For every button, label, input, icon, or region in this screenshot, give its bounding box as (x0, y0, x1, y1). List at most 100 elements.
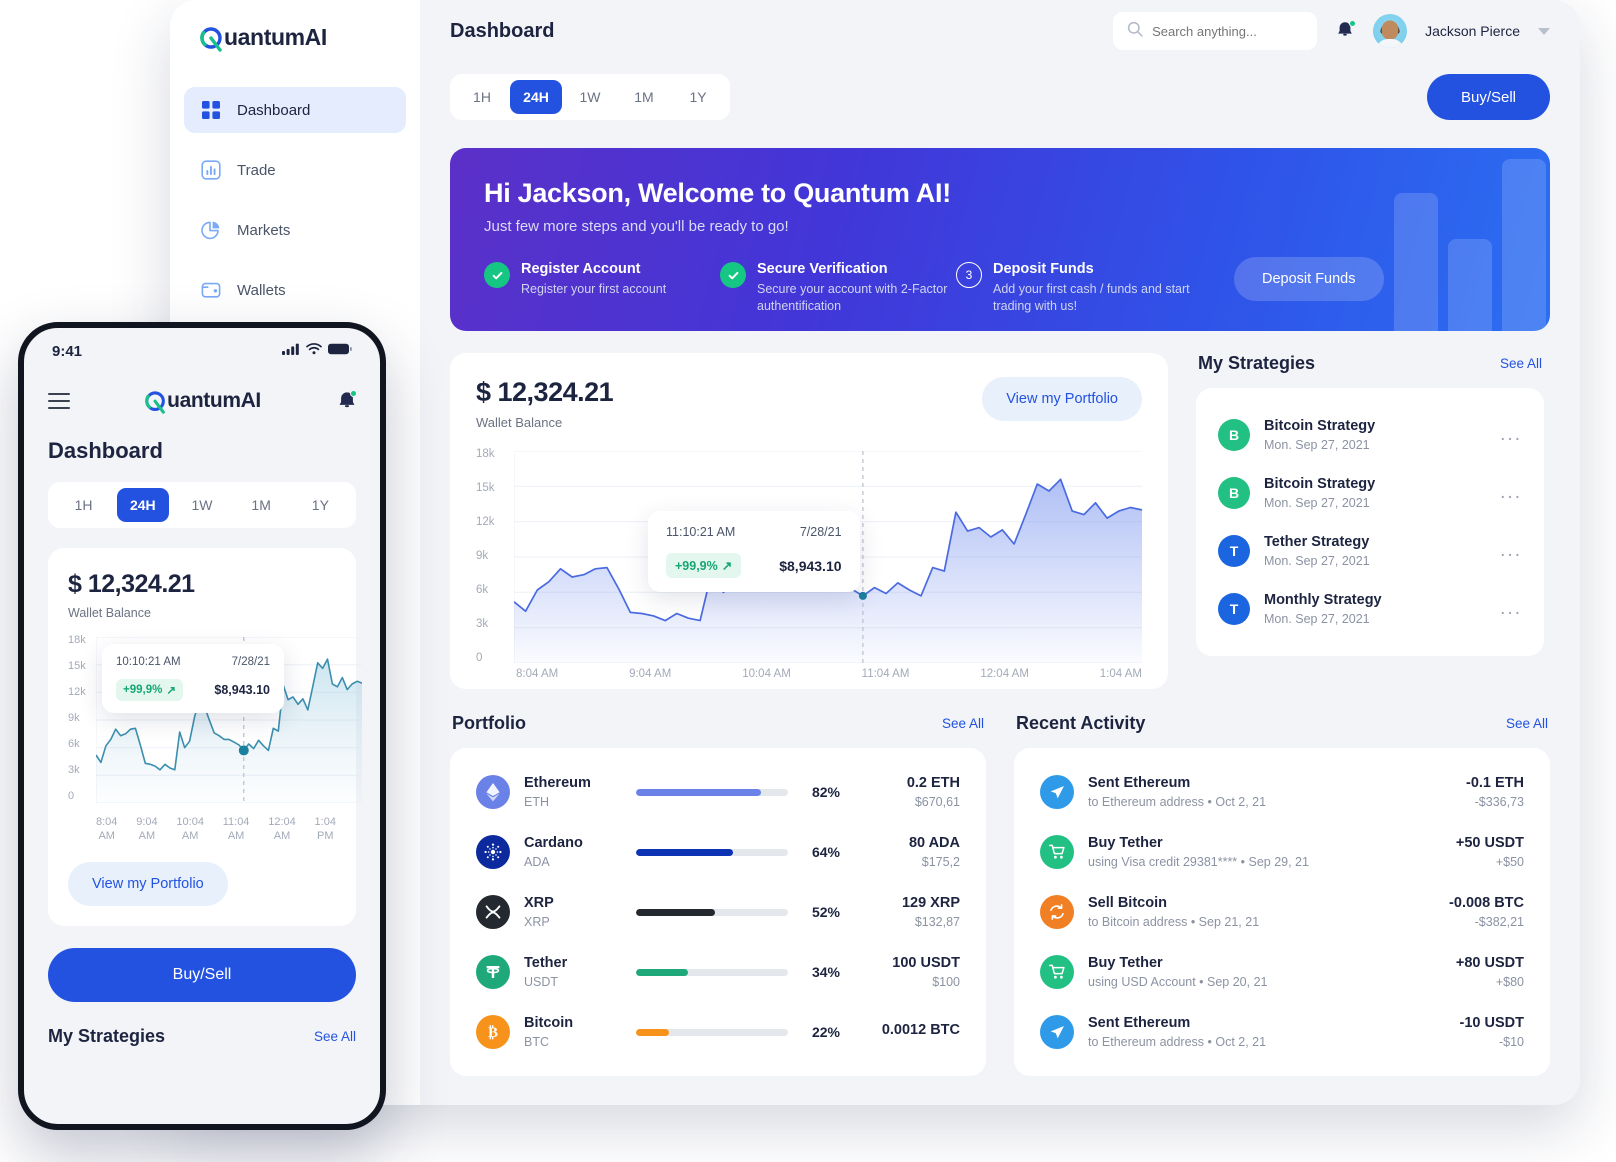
sidebar-item-markets[interactable]: Markets (184, 207, 406, 253)
step-title: Secure Verification (757, 261, 888, 277)
menu-icon[interactable] (48, 388, 70, 414)
y-tick: 9k (476, 550, 489, 562)
sidebar-item-wallets[interactable]: Wallets (184, 267, 406, 313)
table-row[interactable]: ₿ Bitcoin BTC 22% 0.0012 BTC (476, 1002, 960, 1062)
activity-amount-crypto: +80 USDT (1455, 955, 1524, 971)
strategy-badge: B (1218, 419, 1250, 451)
progress-fill (636, 908, 716, 916)
x-tick: 9:04 AM (629, 668, 672, 680)
sidebar-item-dashboard[interactable]: Dashboard (184, 87, 406, 133)
mobile-buy-sell-button[interactable]: Buy/Sell (48, 947, 356, 1002)
x-tick: 12:04 AM (268, 816, 296, 842)
tooltip-date: 7/28/21 (231, 656, 270, 668)
mobile-range-1m[interactable]: 1M (235, 488, 287, 522)
wifi-icon (306, 342, 322, 360)
tooltip-time: 11:10:21 AM (666, 525, 736, 539)
activity-label: Sent Ethereum to Ethereum address • Oct … (1088, 1015, 1266, 1049)
svg-text:₿: ₿ (488, 1025, 498, 1041)
mobile-strategies-title: My Strategies (48, 1025, 166, 1046)
mobile-range-1h[interactable]: 1H (58, 488, 110, 522)
range-toolbar: 1H 24H 1W 1M 1Y Buy/Sell (420, 62, 1580, 120)
strategy-badge: B (1218, 477, 1250, 509)
list-item[interactable]: B Bitcoin Strategy Mon. Sep 27, 2021 ... (1218, 406, 1522, 464)
activity-amount: -0.1 ETH -$336,73 (1466, 775, 1524, 809)
ethereum-icon (476, 775, 510, 809)
mobile-range-1y[interactable]: 1Y (294, 488, 346, 522)
activity-see-all[interactable]: See All (1505, 716, 1548, 731)
list-item[interactable]: Buy Tether using Visa credit 29381**** •… (1040, 822, 1524, 882)
notifications-bell-icon[interactable] (1335, 20, 1357, 42)
coin-percent: 52% (811, 904, 840, 920)
chevron-down-icon[interactable] (1538, 27, 1550, 35)
sidebar-item-trade[interactable]: Trade (184, 147, 406, 193)
range-1w[interactable]: 1W (564, 80, 616, 114)
list-item[interactable]: B Bitcoin Strategy Mon. Sep 27, 2021 ... (1218, 464, 1522, 522)
mobile-balance-value: $ 12,324.21 (68, 570, 195, 598)
list-item[interactable]: Buy Tether using USD Account • Sep 20, 2… (1040, 942, 1524, 1002)
search-icon (1127, 21, 1143, 42)
strategy-date: Mon. Sep 27, 2021 (1264, 554, 1370, 568)
range-1y[interactable]: 1Y (672, 80, 724, 114)
coin-label: Cardano ADA (524, 835, 636, 869)
notifications-bell-icon[interactable] (336, 390, 357, 412)
range-selector: 1H 24H 1W 1M 1Y (450, 74, 730, 120)
y-tick: 6k (68, 738, 80, 750)
bar-chart-icon (201, 160, 221, 180)
x-tick: 12:04 AM (980, 668, 1029, 680)
table-row[interactable]: Tether USDT 34% 100 USDT $100 (476, 942, 960, 1002)
search-box[interactable] (1113, 12, 1318, 50)
more-options-icon[interactable]: ... (1500, 598, 1522, 619)
more-options-icon[interactable]: ... (1500, 424, 1522, 445)
range-1m[interactable]: 1M (618, 80, 670, 114)
x-tick: 8:04 AM (96, 816, 118, 842)
status-time: 9:41 (52, 342, 83, 360)
progress-bar (636, 1028, 788, 1036)
range-24h[interactable]: 24H (510, 80, 562, 114)
more-options-icon[interactable]: ... (1500, 482, 1522, 503)
range-1h[interactable]: 1H (456, 80, 508, 114)
avatar[interactable] (1373, 14, 1408, 48)
mobile-view-my-portfolio-button[interactable]: View my Portfolio (68, 861, 228, 906)
step-register-account: Register Account Register your first acc… (484, 261, 720, 298)
avatar-face (1381, 20, 1399, 40)
search-input[interactable] (1152, 23, 1293, 39)
progress-bar (636, 968, 788, 976)
list-item[interactable]: Sent Ethereum to Ethereum address • Oct … (1040, 1002, 1524, 1062)
list-item[interactable]: T Tether Strategy Mon. Sep 27, 2021 ... (1218, 522, 1522, 580)
x-tick: 10:04 AM (176, 816, 204, 842)
view-my-portfolio-button[interactable]: View my Portfolio (982, 377, 1142, 421)
list-item[interactable]: Sent Ethereum to Ethereum address • Oct … (1040, 762, 1524, 822)
progress-fill (636, 968, 688, 976)
strategy-date: Mon. Sep 27, 2021 (1264, 496, 1370, 510)
activity-subtitle: using Visa credit 29381**** • Sep 29, 21 (1088, 855, 1309, 869)
more-options-icon[interactable]: ... (1500, 540, 1522, 561)
list-item[interactable]: T Monthly Strategy Mon. Sep 27, 2021 ... (1218, 580, 1522, 638)
table-row[interactable]: XRP XRP 52% 129 XRP $132,87 (476, 882, 960, 942)
mobile-range-24h[interactable]: 24H (116, 488, 169, 522)
y-tick: 0 (68, 790, 75, 802)
strategy-name: Monthly Strategy (1264, 592, 1382, 608)
mobile-brand-logo: uantumAI (70, 389, 336, 414)
mobile-range-1w[interactable]: 1W (176, 488, 228, 522)
coin-amount-crypto: 0.0012 BTC (881, 1022, 960, 1038)
activity-title-text: Buy Tether (1088, 955, 1163, 971)
balance-chart[interactable]: 18k 15k 12k 9k 6k 3k 0 (476, 448, 1142, 680)
buy-sell-button[interactable]: Buy/Sell (1426, 74, 1550, 120)
coin-name: Ethereum (524, 775, 591, 791)
battery-icon (328, 342, 352, 360)
activity-label: Buy Tether using Visa credit 29381**** •… (1088, 835, 1309, 869)
portfolio-see-all[interactable]: See All (941, 716, 984, 731)
mobile-strategies-see-all[interactable]: See All (313, 1028, 356, 1044)
strategies-see-all[interactable]: See All (1499, 356, 1542, 371)
table-row[interactable]: Ethereum ETH 82% 0.2 ETH $670,61 (476, 762, 960, 822)
list-item[interactable]: Sell Bitcoin to Bitcoin address • Sep 21… (1040, 882, 1524, 942)
coin-percent: 34% (811, 964, 840, 980)
coin-amount: 129 XRP $132,87 (902, 895, 960, 929)
progress-fill (636, 1028, 670, 1036)
coin-name: XRP (524, 895, 554, 911)
deposit-funds-button[interactable]: Deposit Funds (1234, 257, 1384, 301)
cellular-signal-icon (282, 342, 300, 360)
mobile-balance-chart[interactable]: 18k 15k 12k 9k 6k 3k 0 (68, 634, 362, 814)
coin-amount-crypto: 0.2 ETH (906, 775, 960, 791)
table-row[interactable]: Cardano ADA 64% 80 ADA $175,2 (476, 822, 960, 882)
